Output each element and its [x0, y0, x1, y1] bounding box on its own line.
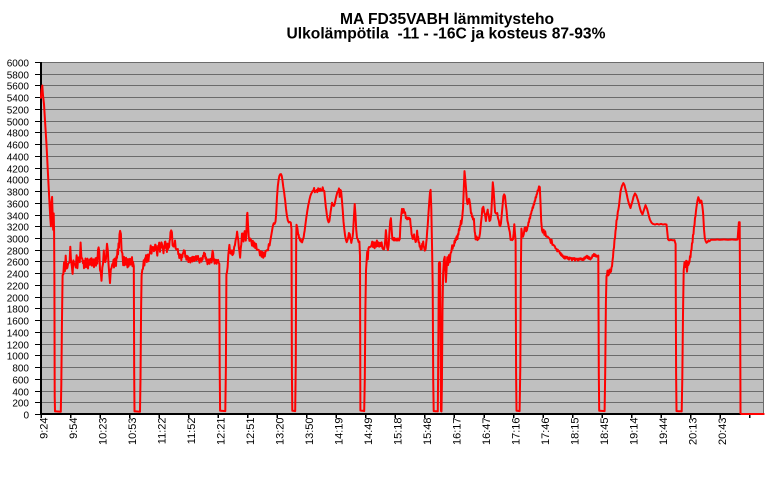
- svg-text:18:45: 18:45: [599, 418, 611, 446]
- svg-text:2200: 2200: [7, 282, 30, 293]
- svg-text:200: 200: [12, 399, 29, 410]
- svg-text:16:17: 16:17: [451, 418, 463, 446]
- svg-text:16:47: 16:47: [481, 418, 493, 446]
- svg-text:3400: 3400: [7, 212, 30, 223]
- svg-text:400: 400: [12, 388, 29, 399]
- svg-text:12:51: 12:51: [245, 418, 257, 446]
- svg-text:4600: 4600: [7, 141, 30, 152]
- svg-text:5600: 5600: [7, 82, 30, 93]
- svg-text:20:43: 20:43: [717, 418, 729, 446]
- svg-text:600: 600: [12, 376, 29, 387]
- svg-text:1600: 1600: [7, 317, 30, 328]
- svg-text:MA FD35VABH lämmitysteho: MA FD35VABH lämmitysteho: [340, 11, 554, 28]
- svg-text:18:15: 18:15: [570, 418, 582, 446]
- svg-text:2600: 2600: [7, 258, 30, 269]
- svg-text:3800: 3800: [7, 188, 30, 199]
- svg-text:19:14: 19:14: [629, 418, 641, 446]
- svg-text:3600: 3600: [7, 200, 30, 211]
- svg-text:5800: 5800: [7, 71, 30, 82]
- svg-text:3200: 3200: [7, 223, 30, 234]
- svg-text:4400: 4400: [7, 153, 30, 164]
- svg-text:11:52: 11:52: [186, 418, 198, 445]
- svg-text:9:24: 9:24: [38, 418, 50, 439]
- svg-text:4800: 4800: [7, 129, 30, 140]
- svg-text:14:49: 14:49: [363, 418, 375, 446]
- svg-text:15:18: 15:18: [392, 418, 404, 446]
- svg-text:2000: 2000: [7, 294, 30, 305]
- svg-text:Ulkolämpötila -11 - -16C ja k: Ulkolämpötila -11 - -16C ja kosteus 87-9…: [287, 26, 606, 43]
- svg-text:4200: 4200: [7, 165, 30, 176]
- svg-text:19:44: 19:44: [658, 418, 670, 446]
- svg-text:5000: 5000: [7, 118, 30, 129]
- svg-text:5400: 5400: [7, 94, 30, 105]
- svg-text:3000: 3000: [7, 235, 30, 246]
- svg-text:5200: 5200: [7, 106, 30, 117]
- svg-text:14:19: 14:19: [333, 418, 345, 446]
- svg-text:2400: 2400: [7, 270, 30, 281]
- svg-text:11:22: 11:22: [156, 418, 168, 445]
- svg-text:17:16: 17:16: [511, 418, 523, 446]
- svg-text:1800: 1800: [7, 305, 30, 316]
- svg-text:17:46: 17:46: [540, 418, 552, 446]
- svg-text:2800: 2800: [7, 247, 30, 258]
- svg-text:10:53: 10:53: [127, 418, 139, 446]
- svg-text:0: 0: [23, 411, 29, 422]
- svg-text:20:13: 20:13: [688, 418, 700, 446]
- svg-text:6000: 6000: [7, 59, 30, 70]
- svg-text:1000: 1000: [7, 352, 30, 363]
- svg-text:13:20: 13:20: [274, 418, 286, 446]
- svg-text:10:23: 10:23: [97, 418, 109, 446]
- svg-text:800: 800: [12, 364, 29, 375]
- svg-text:15:48: 15:48: [422, 418, 434, 446]
- svg-text:1200: 1200: [7, 341, 30, 352]
- svg-text:9:54: 9:54: [68, 418, 80, 439]
- svg-text:13:50: 13:50: [304, 418, 316, 446]
- svg-text:1400: 1400: [7, 329, 30, 340]
- svg-text:12:21: 12:21: [215, 418, 227, 446]
- svg-text:4000: 4000: [7, 176, 30, 187]
